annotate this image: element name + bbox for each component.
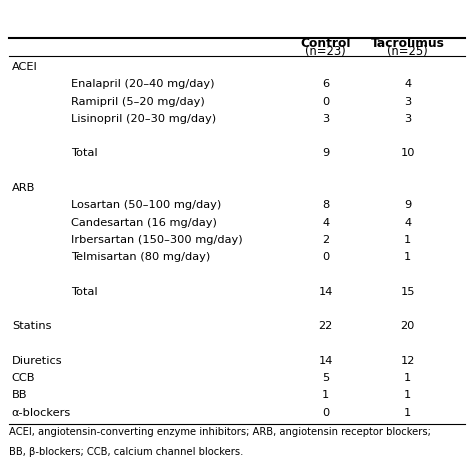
Text: 6: 6 — [322, 80, 329, 89]
Text: 14: 14 — [319, 356, 333, 366]
Text: 5: 5 — [322, 373, 329, 383]
Text: ACEI: ACEI — [12, 62, 37, 72]
Text: ACEI, angiotensin-converting enzyme inhibitors; ARB, angiotensin receptor blocke: ACEI, angiotensin-converting enzyme inhi… — [9, 427, 431, 437]
Text: 3: 3 — [404, 114, 411, 124]
Text: ARB: ARB — [12, 183, 35, 193]
Text: 12: 12 — [401, 356, 415, 366]
Text: 4: 4 — [404, 218, 411, 227]
Text: 22: 22 — [319, 321, 333, 331]
Text: CCB: CCB — [12, 373, 35, 383]
Text: Lisinopril (20–30 mg/day): Lisinopril (20–30 mg/day) — [71, 114, 216, 124]
Text: Total: Total — [71, 148, 98, 159]
Text: 14: 14 — [319, 287, 333, 297]
Text: Control: Control — [301, 37, 351, 50]
Text: 20: 20 — [401, 321, 415, 331]
Text: 0: 0 — [322, 408, 329, 418]
Text: Total: Total — [71, 287, 98, 297]
Text: Diuretics: Diuretics — [12, 356, 63, 366]
Text: 9: 9 — [322, 148, 329, 159]
Text: 0: 0 — [322, 252, 329, 262]
Text: 4: 4 — [322, 218, 329, 227]
Text: 10: 10 — [401, 148, 415, 159]
Text: 0: 0 — [322, 97, 329, 106]
Text: 9: 9 — [404, 200, 411, 210]
Text: 8: 8 — [322, 200, 329, 210]
Text: 1: 1 — [404, 391, 411, 400]
Text: 1: 1 — [404, 252, 411, 262]
Text: 15: 15 — [401, 287, 415, 297]
Text: Ramipril (5–20 mg/day): Ramipril (5–20 mg/day) — [71, 97, 205, 106]
Text: 1: 1 — [404, 408, 411, 418]
Text: 1: 1 — [404, 235, 411, 245]
Text: BB: BB — [12, 391, 27, 400]
Text: Telmisartan (80 mg/day): Telmisartan (80 mg/day) — [71, 252, 210, 262]
Text: 3: 3 — [404, 97, 411, 106]
Text: 1: 1 — [322, 391, 329, 400]
Text: Statins: Statins — [12, 321, 51, 331]
Text: α-blockers: α-blockers — [12, 408, 71, 418]
Text: BB, β-blockers; CCB, calcium channel blockers.: BB, β-blockers; CCB, calcium channel blo… — [9, 447, 244, 457]
Text: Tacrolimus: Tacrolimus — [371, 37, 445, 50]
Text: Enalapril (20–40 mg/day): Enalapril (20–40 mg/day) — [71, 80, 214, 89]
Text: 4: 4 — [404, 80, 411, 89]
Text: 3: 3 — [322, 114, 329, 124]
Text: Candesartan (16 mg/day): Candesartan (16 mg/day) — [71, 218, 217, 227]
Text: (n=25): (n=25) — [387, 45, 428, 58]
Text: 1: 1 — [404, 373, 411, 383]
Text: Losartan (50–100 mg/day): Losartan (50–100 mg/day) — [71, 200, 221, 210]
Text: Irbersartan (150–300 mg/day): Irbersartan (150–300 mg/day) — [71, 235, 243, 245]
Text: 2: 2 — [322, 235, 329, 245]
Text: (n=23): (n=23) — [305, 45, 346, 58]
